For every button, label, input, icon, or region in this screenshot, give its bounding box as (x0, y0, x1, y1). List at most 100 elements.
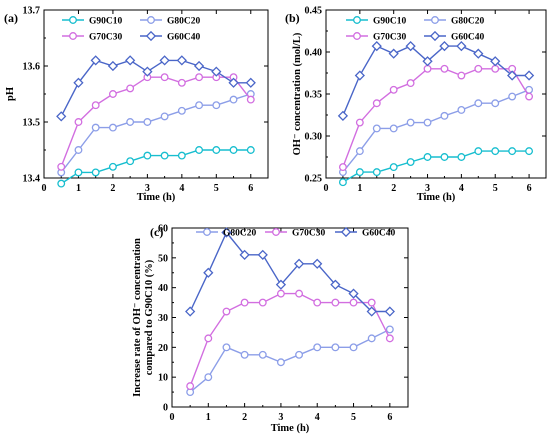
data-point (91, 123, 100, 132)
data-point (91, 101, 100, 110)
data-point (229, 95, 238, 104)
data-point (212, 101, 221, 110)
data-point (423, 64, 432, 73)
data-point (406, 118, 415, 127)
y-tick-label: 50 (158, 253, 168, 264)
y-tick-label: 0 (163, 403, 168, 414)
legend-item-G80C20: G80C20 (424, 16, 485, 27)
data-point (423, 118, 432, 127)
legend-label: G70C30 (373, 33, 407, 43)
data-point (389, 85, 398, 94)
data-point (474, 99, 483, 108)
panel-label: (c) (150, 225, 163, 239)
x-tick-label: 5 (214, 183, 219, 194)
data-point (195, 73, 204, 82)
data-point (185, 306, 196, 317)
data-point (143, 118, 152, 126)
data-point (525, 92, 534, 101)
legend-marker (272, 228, 280, 236)
data-point (405, 41, 416, 52)
data-point (473, 48, 484, 59)
data-point (177, 151, 186, 160)
x-tick-label: 2 (391, 183, 396, 194)
y-axis-title: pH (5, 87, 16, 101)
legend-label: G70C30 (89, 33, 123, 43)
series-line (342, 89, 530, 173)
data-point (222, 343, 231, 352)
data-point (204, 373, 213, 382)
data-point (523, 70, 535, 81)
legend-label: G70C30 (292, 229, 326, 239)
x-tick-label: 3 (278, 412, 283, 423)
legend-marker (353, 16, 361, 24)
legend-marker (147, 16, 155, 24)
data-point (107, 60, 119, 72)
data-point (240, 350, 249, 359)
x-tick-label: 1 (206, 412, 211, 423)
chart-panel-2: 0 1 2 3 4 5 6 0.25 0.30 0.35 0.40 0.45 Time (h) OH⁻ c… (285, 6, 547, 203)
legend-item-G80C20: G80C20 (196, 228, 257, 239)
x-axis-title: Time (h) (271, 423, 310, 434)
data-point (258, 298, 267, 307)
data-point (229, 146, 238, 154)
legend-item-G90C10: G90C10 (346, 16, 407, 27)
data-point (74, 146, 83, 154)
series-line (189, 292, 391, 387)
data-point (337, 110, 349, 121)
series-line (60, 59, 251, 117)
y-tick-label: 13.7 (23, 6, 41, 17)
data-point (142, 66, 153, 77)
y-tick-label: 0.30 (305, 132, 323, 143)
legend-label: G60C40 (362, 229, 396, 239)
legend-label: G90C10 (89, 17, 123, 27)
data-point (108, 90, 117, 98)
series-line (342, 68, 530, 168)
data-point (525, 147, 534, 156)
data-point (160, 112, 169, 121)
y-tick-label: 0.45 (305, 6, 323, 17)
y-tick-label: 13.6 (23, 62, 41, 73)
data-point (221, 227, 232, 238)
y-tick-label: 40 (158, 283, 168, 294)
series-line (342, 45, 530, 117)
data-point (349, 343, 358, 352)
legend-item-G80C20: G80C20 (140, 16, 201, 27)
data-point (331, 298, 340, 307)
data-point (186, 382, 195, 391)
data-point (159, 55, 170, 66)
x-tick-label: 6 (248, 183, 253, 194)
x-tick-label: 4 (459, 183, 464, 194)
data-point (160, 73, 169, 82)
y-tick-label: 10 (158, 373, 168, 384)
data-point (240, 298, 249, 307)
y-tick-label: 13.5 (23, 118, 41, 129)
data-point (385, 325, 394, 334)
legend-marker (69, 32, 77, 40)
legend: G90C10 G80C20 G70C30 G60C40 (62, 16, 201, 43)
x-tick-label: 3 (425, 183, 430, 194)
data-point (367, 298, 376, 307)
data-point (126, 118, 135, 126)
data-point (406, 79, 415, 88)
data-point (474, 147, 483, 156)
chart-panel-1: 0 1 2 3 4 5 6 13.4 13.5 13.6 13.7 Time (h) pH (a) G90C… (4, 6, 269, 203)
y-tick-label: 30 (158, 313, 168, 324)
data-point (312, 258, 323, 269)
x-tick-label: 5 (493, 183, 498, 194)
series-G70C30 (338, 64, 534, 172)
series-G60C40 (185, 227, 395, 317)
series-line (60, 93, 252, 173)
data-point (406, 158, 415, 166)
x-tick-label: 1 (76, 183, 81, 194)
data-point (295, 289, 304, 298)
series-G70C30 (186, 289, 394, 391)
data-point (57, 162, 66, 171)
panel-label: (a) (4, 11, 18, 25)
data-point (348, 288, 359, 299)
data-point (91, 168, 100, 177)
data-point (177, 106, 186, 115)
data-point (338, 163, 347, 172)
data-point (108, 123, 117, 132)
data-point (293, 258, 305, 269)
